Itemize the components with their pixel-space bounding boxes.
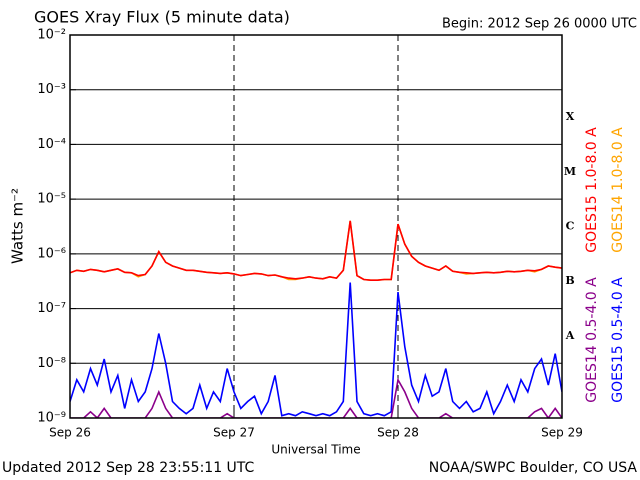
chart-title: GOES Xray Flux (5 minute data) [34, 8, 290, 27]
y-tick-label: 10⁻⁵ [37, 192, 66, 207]
series-layer [70, 220, 562, 418]
legend-entry: GOES14 0.5-4.0 A [584, 277, 600, 403]
x-tick-label: Sep 28 [377, 426, 419, 440]
y-tick-label: 10⁻⁷ [37, 301, 66, 316]
x-tick-label: Sep 26 [49, 426, 91, 440]
footer-right: NOAA/SWPC Boulder, CO USA [429, 460, 638, 476]
flare-class-label: A [565, 329, 575, 342]
series-line [70, 220, 562, 281]
y-tick-label: 10⁻⁶ [37, 246, 66, 261]
flare-class-label: C [566, 220, 575, 233]
legend-entry: GOES15 1.0-8.0 A [584, 127, 600, 253]
chart-subtitle: Begin: 2012 Sep 26 0000 UTC [442, 17, 637, 32]
plot-frame [69, 34, 563, 419]
y-tick-label: 10⁻⁴ [37, 137, 66, 152]
flare-class-label: M [564, 165, 576, 178]
flare-class-label: B [565, 274, 574, 287]
y-tick-label: 10⁻³ [37, 82, 66, 97]
series-line [70, 377, 562, 418]
plot: 10⁻⁹ 10⁻⁸ 10⁻⁷ 10⁻⁶ 10⁻⁵ 10⁻⁴ 10⁻³ 10⁻² Sep 26 Se… [37, 28, 626, 440]
y-tick-label: 10⁻⁸ [37, 356, 66, 371]
x-tick-label: Sep 29 [541, 426, 583, 440]
y-tick-label: 10⁻⁹ [37, 411, 66, 426]
legend-entry: GOES15 0.5-4.0 A [610, 277, 626, 403]
legend-entry: GOES14 1.0-8.0 A [610, 127, 626, 253]
flare-class-label: X [566, 110, 575, 123]
y-axis-label: Watts m⁻² [9, 188, 27, 264]
y-tick-label: 10⁻² [37, 28, 66, 43]
x-axis-label: Universal Time [271, 443, 360, 457]
footer-left: Updated 2012 Sep 28 23:55:11 UTC [2, 460, 255, 476]
series-line [70, 282, 562, 417]
x-tick-label: Sep 27 [213, 426, 255, 440]
